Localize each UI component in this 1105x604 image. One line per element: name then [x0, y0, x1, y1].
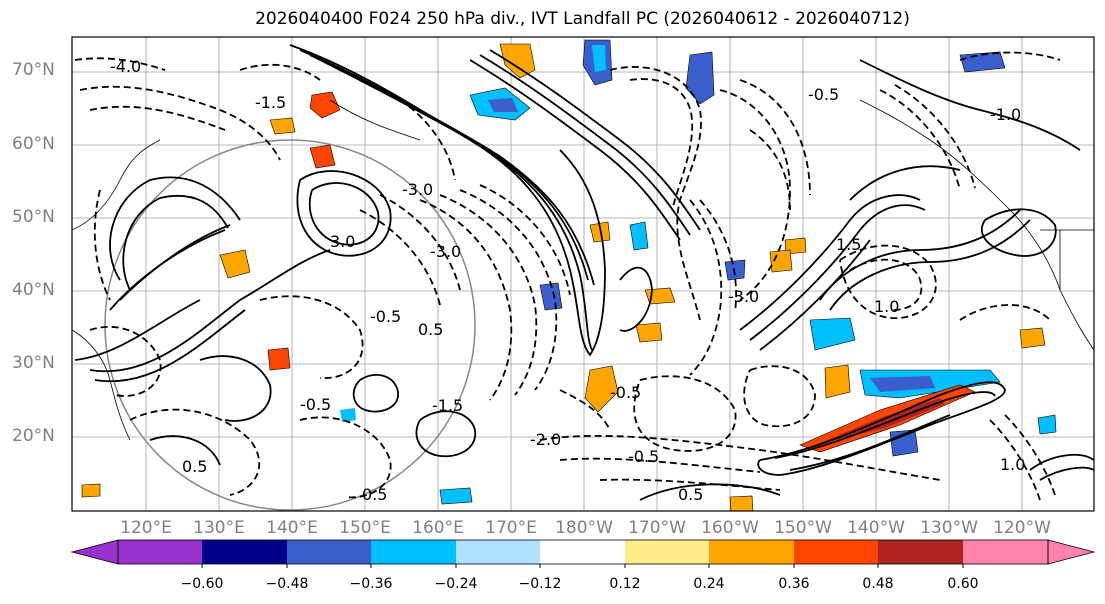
colorbar-tick-label: 0.36 — [778, 576, 810, 592]
map-frame-border — [71, 36, 1095, 512]
colorbar-tick-label: 0.24 — [693, 576, 725, 592]
colorbar-tick-label: 0.60 — [947, 576, 979, 592]
contour-label: -1.5 — [432, 396, 463, 415]
contour-label: 0.5 — [678, 485, 703, 504]
contour-label: 0.5 — [418, 320, 443, 339]
latitude-label: 30°N — [12, 353, 55, 373]
latitude-label: 70°N — [12, 60, 55, 80]
latitude-label: 60°N — [12, 134, 55, 154]
colorbar-segment — [371, 540, 456, 564]
contour-label: -0.5 — [370, 307, 401, 326]
contour-label: -0.5 — [610, 383, 641, 402]
colorbar-segment — [709, 540, 794, 564]
contour-label: -0.5 — [628, 447, 659, 466]
colorbar-segment — [202, 540, 287, 564]
longitude-label: 170°W — [628, 518, 686, 538]
colorbar-tick-label: 0.12 — [609, 576, 641, 592]
colorbar-tick-label: −0.12 — [518, 576, 562, 592]
longitude-label: 180°W — [555, 518, 613, 538]
colorbar-tick-label: 0.48 — [862, 576, 894, 592]
colorbar-max-extend — [1047, 539, 1096, 565]
contour-label: -1.5 — [255, 93, 286, 112]
contour-label: -0.5 — [300, 395, 331, 414]
ivt-region-circle — [104, 139, 476, 511]
colorbar-segment — [625, 540, 709, 564]
contour-label: 3.0 — [330, 232, 355, 251]
latitude-label: 40°N — [12, 280, 55, 300]
colorbar-outline — [117, 539, 1049, 565]
colorbar — [70, 539, 1096, 568]
map-title: 2026040400 F024 250 hPa div., IVT Landfa… — [255, 9, 910, 29]
colorbar-segment — [456, 540, 540, 564]
latitude-label: 50°N — [12, 207, 55, 227]
longitude-label: 130°E — [193, 518, 245, 538]
contour-label: -4.0 — [110, 57, 141, 76]
contour-label: -3.0 — [402, 180, 433, 199]
contour-label: 1.0 — [874, 297, 899, 316]
colorbar-segment — [118, 540, 202, 564]
solid-contours — [74, 44, 1094, 501]
longitude-label: 140°W — [847, 518, 905, 538]
colorbar-segment — [963, 540, 1048, 564]
longitude-label: 140°E — [266, 518, 318, 538]
contour-label: 1.5 — [836, 235, 861, 254]
contour-label: -3.0 — [430, 242, 461, 261]
longitude-label: 120°E — [120, 518, 172, 538]
colorbar-min-extend — [70, 539, 119, 565]
colorbar-segment — [287, 540, 371, 564]
longitude-label: 170°E — [485, 518, 537, 538]
longitude-label: 150°E — [339, 518, 391, 538]
colorbar-segment — [878, 540, 963, 564]
colorbar-tick-label: −0.24 — [434, 576, 478, 592]
longitude-label: 130°W — [920, 518, 978, 538]
contour-label: -3.0 — [728, 287, 759, 306]
colorbar-tick-label: −0.36 — [349, 576, 393, 592]
colorbar-tick-label: −0.60 — [180, 576, 224, 592]
colorbar-segment — [794, 540, 878, 564]
contour-label: -2.0 — [530, 430, 561, 449]
contour-label: -1.0 — [990, 105, 1021, 124]
colorbar-tick-label: −0.48 — [265, 576, 309, 592]
contour-label: 0.5 — [182, 457, 207, 476]
longitude-label: 150°W — [774, 518, 832, 538]
map-frame-background — [72, 37, 1094, 511]
contour-label-layer: -4.0 -1.5 -3.0 3.0 -3.0 -0.5 0.5 -0.5 -2… — [110, 57, 1025, 504]
contour-label: 1.0 — [1000, 455, 1025, 474]
contour-label: 0.5 — [362, 485, 387, 504]
longitude-label: 160°W — [701, 518, 759, 538]
latitude-label: 20°N — [12, 426, 55, 446]
longitude-label: 160°E — [412, 518, 464, 538]
colorbar-ticks — [201, 564, 964, 568]
longitude-label: 120°W — [993, 518, 1051, 538]
coastlines — [72, 99, 1094, 441]
contour-label: -0.5 — [808, 85, 839, 104]
dashed-contours — [74, 51, 1061, 501]
colorbar-segment — [540, 540, 625, 564]
